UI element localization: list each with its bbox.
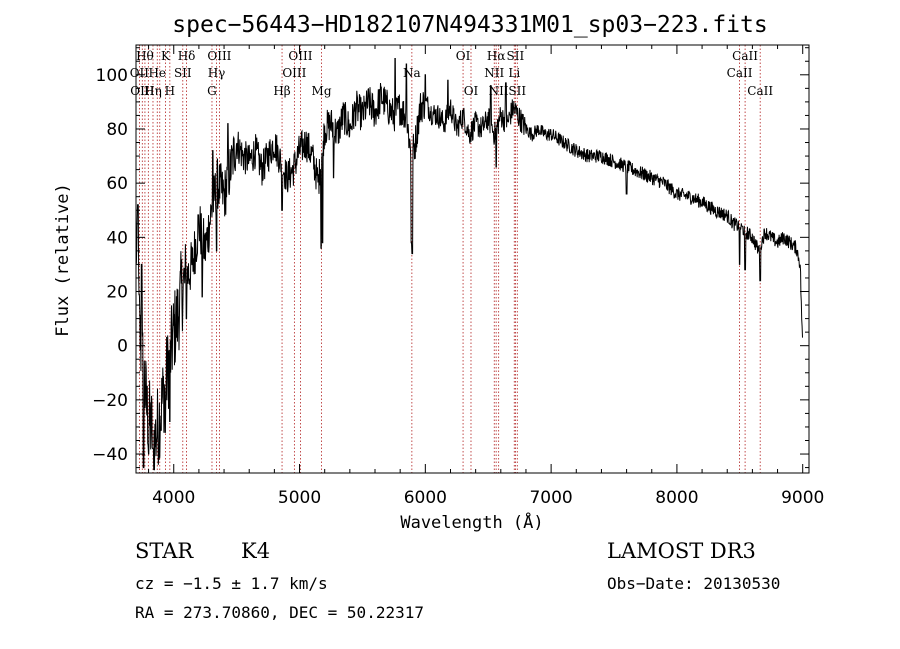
reference-line-label: SII — [508, 84, 526, 98]
reference-line-label: OI — [456, 49, 471, 63]
reference-line-label: OI — [464, 84, 479, 98]
x-tick-label: 7000 — [529, 488, 572, 508]
reference-line-label: K — [161, 49, 171, 63]
reference-line-label: SII — [507, 49, 525, 63]
reference-line-label: Na — [403, 66, 421, 80]
sky-coordinates: RA = 273.70860, DEC = 50.22317 — [135, 603, 424, 622]
survey-name: LAMOST DR3 — [607, 539, 756, 563]
reference-line-labels: OIIOIIIHθHηHeKHSIIHδGHγOIIIHβOIIIOIIIMgN… — [130, 49, 774, 98]
y-tick-label: 100 — [96, 66, 128, 86]
reference-line-label: OIII — [282, 66, 306, 80]
reference-line-label: Mg — [312, 84, 332, 98]
x-axis-label: Wavelength (Å) — [400, 511, 543, 533]
y-tick-label: −20 — [92, 391, 128, 411]
y-tick-label: 20 — [106, 283, 128, 303]
x-tick-label: 8000 — [655, 488, 698, 508]
y-tick-label: 60 — [106, 174, 128, 194]
reference-line-label: H — [165, 84, 175, 98]
reference-line-label: CaII — [732, 49, 758, 63]
reference-line-label: NII — [484, 66, 504, 80]
x-tick-label: 9000 — [781, 488, 824, 508]
y-axis: −40 −20 0 20 40 60 80 100 — [92, 47, 809, 469]
reference-line-label: G — [207, 84, 217, 98]
y-axis-label: Flux (relative) — [53, 183, 73, 337]
chart-title: spec−56443−HD182107N494331M01_sp03−223.f… — [172, 12, 767, 38]
object-subclass: K4 — [241, 539, 271, 563]
x-tick-label: 4000 — [152, 488, 195, 508]
y-tick-label: −40 — [92, 445, 128, 465]
reference-line-label: SII — [174, 66, 192, 80]
x-axis: 4000 5000 6000 7000 8000 9000 — [148, 45, 824, 508]
reference-line-label: Hβ — [273, 84, 290, 98]
reference-line-label: OIII — [207, 49, 231, 63]
spectrum-line — [135, 58, 803, 471]
plot-frame — [135, 44, 810, 474]
reference-lines — [138, 45, 761, 473]
x-tick-label: 6000 — [404, 488, 447, 508]
reference-line-label: Hα — [487, 49, 506, 63]
reference-line-label: OII — [130, 66, 150, 80]
observation-date: Obs−Date: 20130530 — [607, 574, 781, 593]
reference-line-label: Hγ — [208, 66, 226, 80]
y-tick-label: 40 — [106, 228, 128, 248]
y-tick-label: 80 — [106, 120, 128, 140]
reference-line-label: Hθ — [136, 49, 154, 63]
reference-line-label: Li — [508, 66, 520, 80]
redshift-velocity: cz = −1.5 ± 1.7 km/s — [135, 574, 328, 593]
object-class: STAR — [135, 539, 194, 563]
reference-line-label: Hδ — [178, 49, 196, 63]
reference-line-label: CaII — [747, 84, 773, 98]
x-tick-label: 5000 — [278, 488, 321, 508]
reference-line-label: OIII — [288, 49, 312, 63]
reference-line-label: He — [148, 66, 166, 80]
y-tick-label: 0 — [117, 337, 128, 357]
reference-line-label: NII — [489, 84, 509, 98]
reference-line-label: Hη — [144, 84, 162, 98]
reference-line-label: CaII — [727, 66, 753, 80]
